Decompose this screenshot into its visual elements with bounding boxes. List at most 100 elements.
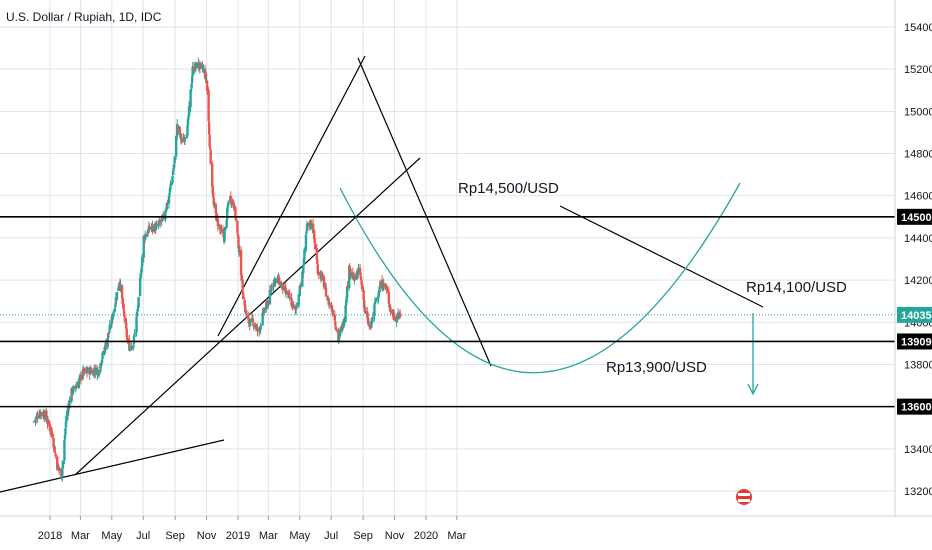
candle-body <box>277 277 281 285</box>
candle-body <box>195 62 198 67</box>
candle-body <box>157 223 160 226</box>
candle-body <box>191 66 194 76</box>
grid-lines <box>0 0 895 516</box>
rounding-bottom-curve <box>339 182 741 374</box>
candle-body <box>261 312 264 325</box>
candle-body <box>132 344 135 348</box>
candle-body <box>375 298 378 300</box>
candle-body <box>107 332 110 334</box>
candle-body <box>376 296 380 300</box>
candle-body <box>226 207 229 209</box>
time-axis[interactable]: 2018 Mar May Jul Sep Nov 2019 Mar May Jul Sep Nov 20… <box>38 516 467 542</box>
tradingview-logo-icon <box>736 489 752 505</box>
candle-body <box>305 231 308 234</box>
candle-body <box>79 374 83 380</box>
candle-body <box>74 388 77 390</box>
candle-body <box>388 304 391 307</box>
candle-body <box>190 76 194 83</box>
candle-body <box>99 363 102 372</box>
x-tick-label: 2018 <box>38 530 62 542</box>
candle-body <box>205 79 208 81</box>
candle-body <box>164 210 168 213</box>
candle-body <box>64 428 67 435</box>
candle-body <box>368 324 371 326</box>
candle-body <box>144 235 147 240</box>
candle-body <box>207 121 211 135</box>
candle-body <box>234 207 237 219</box>
support-trendline-1 <box>0 439 225 493</box>
candle-body <box>317 272 321 275</box>
candle-body <box>331 309 334 315</box>
candle-body <box>216 219 220 227</box>
candle-body <box>249 319 252 326</box>
candle-body <box>312 230 316 239</box>
candle-body <box>132 336 136 344</box>
candle-body <box>106 333 110 339</box>
candle-body <box>305 224 309 231</box>
candle-body <box>185 133 189 139</box>
candle-body <box>100 359 104 363</box>
candle-body <box>172 164 176 168</box>
candle-body <box>178 126 181 135</box>
candle-body <box>120 285 124 299</box>
candle-body <box>101 352 104 360</box>
trend-lines <box>0 55 764 493</box>
candle-body <box>201 68 205 70</box>
candle-body <box>226 203 230 207</box>
candle-body <box>239 250 243 276</box>
candle-body <box>171 170 175 176</box>
candle-body <box>252 325 256 327</box>
candle-body <box>356 274 359 279</box>
candle-body <box>65 415 68 423</box>
candle-body <box>117 287 120 291</box>
price-axis[interactable]: 1320013400136001380014000142001440014600… <box>904 22 932 498</box>
candle-body <box>301 272 305 274</box>
candle-body <box>288 297 292 299</box>
x-tick-label: Sep <box>353 530 373 542</box>
candle-body <box>68 399 72 402</box>
annotation-14500: Rp14,500/USD <box>458 180 559 197</box>
candle-body <box>209 150 212 165</box>
x-tick-label: Mar <box>447 530 466 542</box>
candle-body <box>223 231 226 243</box>
projection-arrow-head <box>747 383 759 396</box>
candle-body <box>252 321 255 326</box>
candle-body <box>190 83 193 89</box>
candle-body <box>292 304 295 306</box>
y-tick-label: 14200 <box>904 275 932 287</box>
candle-body <box>358 267 362 274</box>
candle-body <box>362 299 366 308</box>
candle-body <box>34 417 38 420</box>
candle-body <box>382 283 385 288</box>
x-tick-label: Mar <box>259 530 278 542</box>
candle-body <box>236 233 240 236</box>
candle-body <box>385 287 389 290</box>
candle-body <box>58 468 61 470</box>
candle-body <box>362 290 365 301</box>
candle-body <box>348 265 351 275</box>
candle-body <box>140 266 143 273</box>
candle-body <box>52 445 56 447</box>
candle-body <box>346 286 349 288</box>
candle-body <box>138 278 142 297</box>
candle-body <box>225 220 228 228</box>
candle-body <box>395 318 398 322</box>
candle-body <box>54 453 57 457</box>
candle-body <box>231 199 234 204</box>
candle-body <box>393 316 396 320</box>
candle-body <box>57 465 60 467</box>
candle-body <box>183 138 187 141</box>
candle-body <box>89 368 92 372</box>
candle-body <box>221 230 225 234</box>
candle-body <box>284 287 287 293</box>
candle-body <box>211 185 214 194</box>
x-tick-label: Jul <box>324 530 338 542</box>
candle-body <box>56 456 59 470</box>
candle-body <box>311 223 315 234</box>
candle-body <box>218 227 221 229</box>
price-labels: 14500 14035 13909 13600 <box>897 208 932 415</box>
candle-body <box>287 292 291 294</box>
candle-body <box>387 291 391 304</box>
candle-body <box>263 310 266 312</box>
